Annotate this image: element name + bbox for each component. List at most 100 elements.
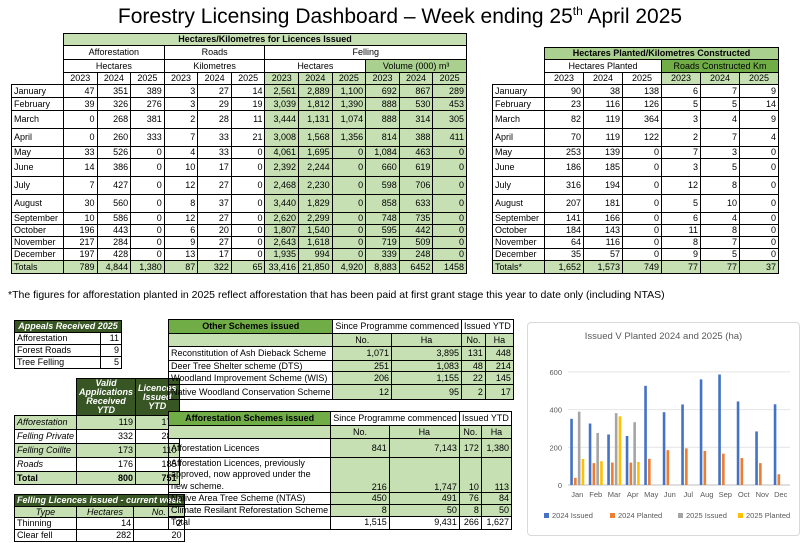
- col-ha: Ha: [480, 425, 513, 439]
- cell-value: 181: [583, 194, 623, 213]
- scheme-value: 48: [460, 360, 486, 372]
- col-no: No.: [460, 333, 486, 347]
- bar: [600, 461, 603, 485]
- cell-value: 1,131: [298, 110, 333, 129]
- cell-value: 139: [583, 146, 623, 159]
- cell-value: 90: [544, 84, 584, 98]
- other-schemes-table: Other Schemes issued Since Programme com…: [167, 319, 514, 400]
- cell-value: 82: [544, 110, 584, 129]
- bar: [596, 432, 599, 485]
- cell-value: 2,230: [298, 176, 333, 195]
- year-header: 2023: [163, 72, 199, 85]
- col-no: No.: [330, 425, 390, 439]
- col-ha: Ha: [390, 333, 462, 347]
- table-row: September 10 586 0 12 27 0 2,620 2,299 0 748 735 0: [11, 212, 467, 225]
- sub-kilometres: Kilometres: [163, 59, 266, 73]
- col-ha: Ha: [388, 425, 460, 439]
- table-row: October 184 143 0 11 8 0: [492, 224, 779, 237]
- month-label: April: [492, 128, 545, 147]
- scheme-value: 491: [388, 491, 460, 505]
- totals-value: 4,920: [331, 260, 367, 274]
- cell-value: 2,244: [298, 158, 333, 177]
- month-label: June: [11, 158, 64, 177]
- scheme-value: 216: [330, 457, 390, 493]
- cell-value: 20: [197, 224, 232, 237]
- col-no: No.: [332, 333, 392, 347]
- year-header: 2025: [331, 72, 367, 85]
- appeals-label: Tree Felling: [13, 356, 102, 369]
- totals-value: 37: [739, 260, 779, 274]
- cell-value: 5: [661, 97, 701, 111]
- bar: [633, 422, 636, 485]
- licences-table: Hectares/Kilometres for Licences Issued …: [11, 33, 468, 274]
- cell-value: 39: [62, 97, 98, 111]
- cell-value: 3: [163, 97, 199, 111]
- scheme-value: 206: [332, 371, 392, 385]
- scheme-value: 214: [484, 360, 514, 372]
- cell-value: 7: [700, 236, 740, 249]
- scheme-value: 251: [332, 360, 392, 372]
- year-header: 2024: [583, 72, 623, 85]
- cell-value: 4: [700, 212, 740, 225]
- scheme-total-label: Total: [167, 515, 332, 530]
- cell-value: 2,561: [264, 84, 300, 98]
- cell-value: 10: [700, 194, 740, 213]
- cell-value: 0: [130, 194, 165, 213]
- cell-value: 0: [739, 176, 779, 195]
- bar: [699, 379, 703, 485]
- cell-value: 633: [398, 194, 434, 213]
- cell-value: 33: [197, 128, 232, 147]
- cell-value: 268: [96, 110, 132, 129]
- cell-value: 0: [331, 146, 367, 159]
- month-label: January: [492, 84, 545, 98]
- cell-value: 2,468: [264, 176, 300, 195]
- applications-value: 119: [76, 415, 137, 430]
- cell-value: 0: [230, 248, 266, 261]
- month-label: September: [492, 212, 545, 225]
- y-tick-label: 200: [549, 443, 562, 452]
- cell-value: 530: [398, 97, 434, 111]
- cell-value: 8: [700, 176, 740, 195]
- scheme-value: 50: [388, 503, 460, 517]
- legend-label: 2024 Planted: [618, 511, 662, 520]
- cell-value: 351: [96, 84, 132, 98]
- table-row: July 7 427 0 12 27 0 2,468 2,230 0 598 706 0: [11, 176, 467, 195]
- table-row: October 196 443 0 6 20 0 1,807 1,540 0 595 442 0: [11, 224, 467, 237]
- cell-value: 4,061: [264, 146, 300, 159]
- cell-value: 7: [661, 146, 701, 159]
- cell-value: 3: [163, 84, 199, 98]
- cell-value: 316: [544, 176, 584, 195]
- totals-value: 749: [622, 260, 662, 274]
- sub-felling-hectares: Hectares: [264, 59, 367, 73]
- bar: [681, 404, 684, 485]
- month-label: October: [11, 224, 64, 237]
- cell-value: 1,812: [298, 97, 333, 111]
- cell-value: 719: [365, 236, 400, 249]
- scheme-value: 7,143: [388, 438, 460, 458]
- cell-value: 619: [398, 158, 434, 177]
- month-label: July: [492, 176, 545, 195]
- cell-value: 3,444: [264, 110, 300, 129]
- bar: [581, 458, 585, 485]
- cell-value: 0: [130, 248, 165, 261]
- cell-value: 13: [163, 248, 199, 261]
- bar: [722, 453, 725, 485]
- scheme-name: Woodland Improvement Scheme (WIS): [167, 371, 334, 385]
- cell-value: 184: [544, 224, 584, 237]
- sub-volume: Volume (000) m³: [365, 59, 467, 73]
- bar: [703, 450, 707, 485]
- cell-value: 27: [197, 212, 232, 225]
- x-tick-label: Jul: [683, 490, 693, 499]
- scheme-value: 1,071: [332, 346, 392, 361]
- bar: [592, 463, 596, 485]
- cell-value: 305: [432, 110, 467, 129]
- cell-value: 1,618: [298, 236, 333, 249]
- cell-value: 0: [622, 248, 662, 261]
- cell-value: 276: [130, 97, 165, 111]
- table-row: February 23 116 126 5 5 14: [492, 97, 779, 111]
- cell-value: 333: [130, 128, 165, 147]
- cell-value: 10: [163, 158, 199, 177]
- cell-value: 7: [700, 84, 740, 98]
- month-label: June: [492, 158, 545, 177]
- cell-value: 867: [398, 84, 434, 98]
